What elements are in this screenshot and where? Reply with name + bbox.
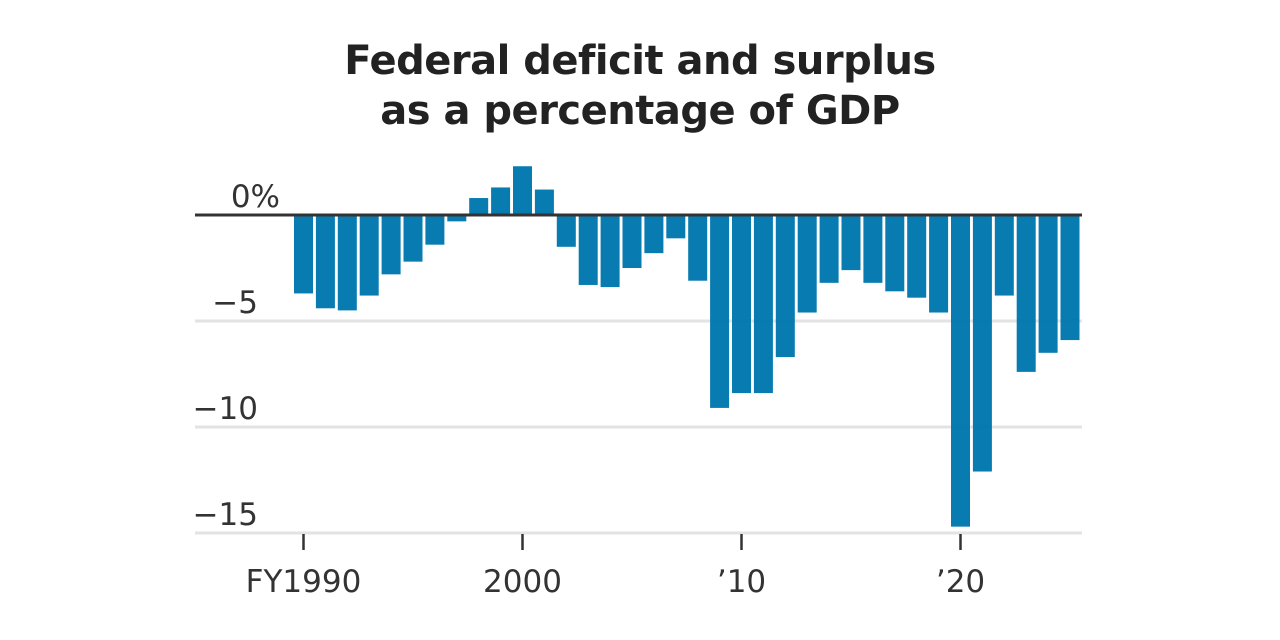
y-tick-label: 0% — [231, 179, 280, 215]
bar-2018 — [907, 215, 927, 298]
x-axis: FY1990 2000 ’10 ’20 — [246, 534, 985, 600]
bar-2003 — [578, 215, 598, 285]
bar-2025 — [1060, 215, 1080, 341]
bar-1997 — [447, 215, 467, 222]
bar-2000 — [513, 166, 532, 215]
chart-title-line-2: as a percentage of GDP — [380, 88, 900, 134]
y-axis-labels: 0% −5 −10 −15 — [193, 179, 280, 533]
bar-2015 — [841, 215, 861, 271]
bar-2004 — [600, 215, 620, 288]
bar-1996 — [425, 215, 445, 245]
bar-2021 — [972, 215, 992, 472]
y-tick-label: −10 — [193, 391, 258, 427]
bar-1993 — [359, 215, 379, 296]
bar-2005 — [622, 215, 642, 268]
bar-1991 — [315, 215, 335, 309]
bar-1994 — [381, 215, 401, 275]
x-tick-label: FY1990 — [246, 564, 362, 600]
bar-2016 — [863, 215, 883, 283]
y-tick-label: −5 — [212, 285, 258, 321]
bar-1999 — [491, 187, 511, 215]
bar-2024 — [1038, 215, 1058, 353]
bar-2006 — [644, 215, 664, 254]
bar-2009 — [710, 215, 730, 408]
bar-2010 — [732, 215, 751, 394]
bar-2020 — [951, 215, 970, 527]
bar-2002 — [556, 215, 576, 247]
bar-1992 — [337, 215, 357, 311]
bar-2019 — [929, 215, 949, 313]
bar-2017 — [885, 215, 905, 292]
x-tick-label: ’10 — [717, 564, 766, 600]
bar-1998 — [469, 198, 489, 215]
y-tick-label: −15 — [193, 497, 258, 533]
bar-2023 — [1016, 215, 1036, 372]
gridlines — [195, 319, 1082, 535]
chart-title-line-1: Federal deficit and surplus — [344, 38, 936, 84]
bars — [294, 166, 1080, 527]
bar-1990 — [294, 215, 313, 294]
chart-title: Federal deficit and surplus as a percent… — [0, 36, 1280, 136]
bar-2012 — [775, 215, 795, 358]
bar-1995 — [403, 215, 423, 262]
bar-2008 — [688, 215, 708, 281]
bar-2013 — [797, 215, 817, 313]
bar-2007 — [666, 215, 686, 239]
bar-2001 — [534, 189, 554, 215]
bar-2011 — [753, 215, 773, 394]
x-tick-label: ’20 — [936, 564, 985, 600]
bar-2022 — [994, 215, 1014, 296]
bar-2014 — [819, 215, 839, 283]
x-tick-label: 2000 — [483, 564, 562, 600]
